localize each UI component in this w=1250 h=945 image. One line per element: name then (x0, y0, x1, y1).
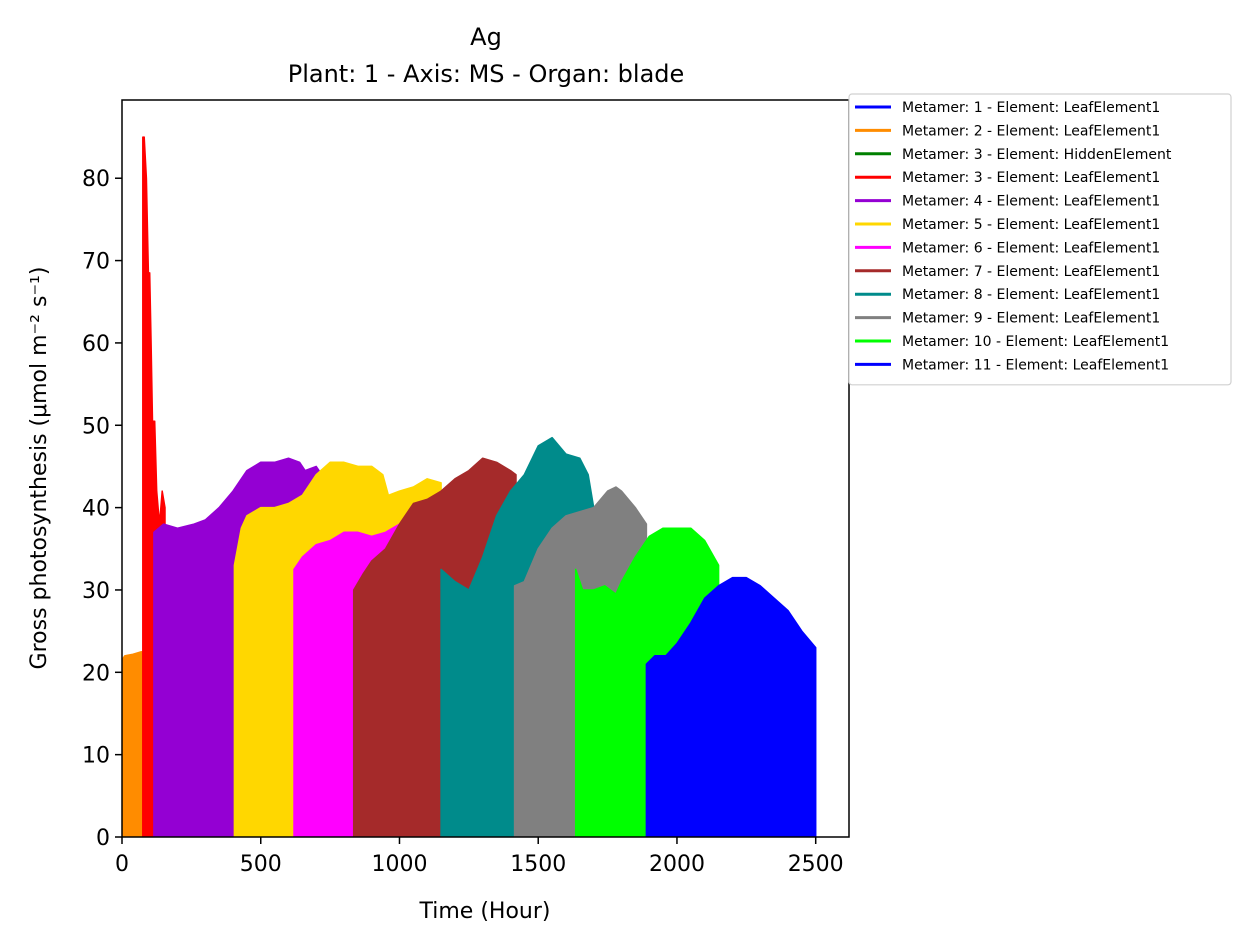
x-tick-label: 500 (240, 852, 282, 877)
legend-label: Metamer: 3 - Element: HiddenElement (902, 147, 1172, 163)
x-tick-label: 2500 (788, 852, 844, 877)
legend-label: Metamer: 9 - Element: LeafElement1 (902, 311, 1160, 327)
x-axis: 0 500 1000 1500 2000 2500 (115, 837, 844, 877)
x-tick-label: 2000 (649, 852, 705, 877)
y-tick-label: 40 (82, 497, 110, 522)
series-area-12 (645, 576, 817, 837)
x-axis-label: Time (Hour) (419, 899, 551, 924)
legend-label: Metamer: 11 - Element: LeafElement1 (902, 357, 1169, 373)
legend-label: Metamer: 1 - Element: LeafElement1 (902, 100, 1160, 116)
x-tick-label: 0 (115, 852, 129, 877)
legend-label: Metamer: 3 - Element: LeafElement1 (902, 170, 1160, 186)
legend-label: Metamer: 5 - Element: LeafElement1 (902, 217, 1160, 233)
legend-label: Metamer: 2 - Element: LeafElement1 (902, 123, 1160, 139)
legend-box (848, 93, 1232, 386)
y-axis: 0 10 20 30 40 50 60 70 80 (82, 167, 122, 851)
y-tick-label: 60 (82, 332, 110, 357)
legend-label: Metamer: 4 - Element: LeafElement1 (902, 194, 1160, 210)
chart-legend: Metamer: 1 - Element: LeafElement1 Metame… (848, 93, 1232, 386)
x-tick-label: 1000 (371, 852, 427, 877)
y-tick-label: 10 (82, 744, 110, 769)
y-tick-label: 50 (82, 414, 110, 439)
chart-title: Ag (470, 23, 502, 51)
legend-label: Metamer: 6 - Element: LeafElement1 (902, 240, 1160, 256)
plot-area (122, 136, 817, 837)
chart-subtitle: Plant: 1 - Axis: MS - Organ: blade (288, 60, 685, 88)
y-axis-label: Gross photosynthesis (μmol m⁻² s⁻¹) (27, 267, 52, 670)
y-tick-label: 30 (82, 579, 110, 604)
y-tick-label: 80 (82, 167, 110, 192)
legend-label: Metamer: 8 - Element: LeafElement1 (902, 287, 1160, 303)
y-tick-label: 20 (82, 661, 110, 686)
plot-frame (121, 99, 850, 838)
x-tick-label: 1500 (510, 852, 566, 877)
legend-label: Metamer: 10 - Element: LeafElement1 (902, 334, 1169, 350)
y-tick-label: 70 (82, 250, 110, 275)
legend-label: Metamer: 7 - Element: LeafElement1 (902, 264, 1160, 280)
y-tick-label: 0 (96, 826, 110, 851)
